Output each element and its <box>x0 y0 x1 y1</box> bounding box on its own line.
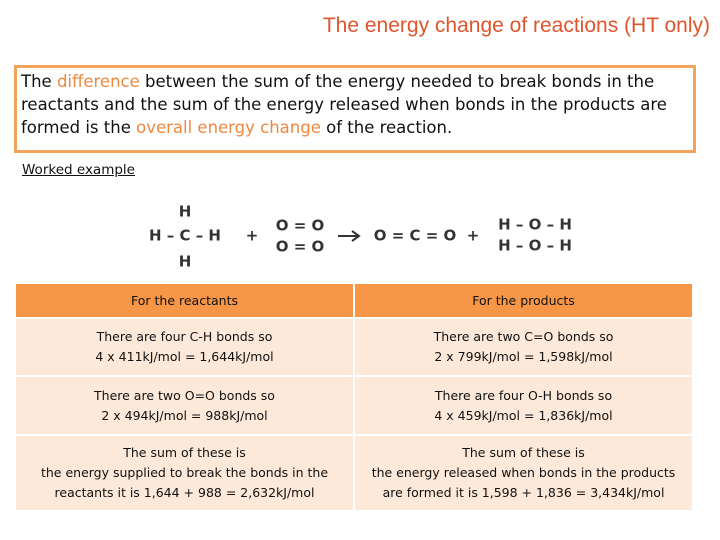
formula: O = O <box>276 217 325 235</box>
cell-line: The sum of these is <box>123 445 246 460</box>
table-cell: There are four C-H bonds so 4 x 411kJ/mol… <box>14 317 355 377</box>
table-cell: There are two O=O bonds so 2 x 494kJ/mol … <box>14 375 355 436</box>
title: The energy change of reactions (HT only) <box>322 14 710 37</box>
cell-line: 2 x 799kJ/mol = 1,598kJ/mol <box>434 349 613 364</box>
formula: H – O – H <box>498 237 572 255</box>
formula: H – C – H <box>149 227 221 245</box>
cell-line: 4 x 459kJ/mol = 1,836kJ/mol <box>434 407 613 423</box>
atom: H <box>179 203 192 221</box>
atom: H <box>179 253 192 271</box>
text: of the reaction. <box>320 118 453 137</box>
plus: + <box>467 227 480 245</box>
cell-line: are formed it is 1,598 + 1,836 = 3,434kJ… <box>382 485 665 500</box>
table-cell: The sum of these is the energy supplied t… <box>14 434 355 512</box>
cell-line: There are two O=O bonds so <box>94 387 275 403</box>
definition-box: The difference between the sum of the en… <box>14 65 696 153</box>
cell-line: The sum of these is <box>462 445 585 460</box>
table-cell: There are two C=O bonds so 2 x 799kJ/mol … <box>353 317 694 377</box>
plus: + <box>246 227 259 245</box>
header-row: For the reactants For the products <box>14 282 694 319</box>
table-row: There are two O=O bonds so 2 x 494kJ/mol … <box>14 375 694 436</box>
arrow-head <box>351 230 361 242</box>
cell-line: There are two C=O bonds so <box>433 329 614 344</box>
cell-line: the energy released when bonds in the pr… <box>371 465 676 480</box>
table-cell: The sum of these is the energy released w… <box>353 434 694 512</box>
worked-example-label: Worked example <box>22 162 135 178</box>
cell-line: the energy supplied to break the bonds i… <box>40 465 329 480</box>
formula: O = O <box>276 238 325 256</box>
formula: H – O – H <box>498 216 572 234</box>
energy-table: For the reactants For the products There… <box>14 282 694 512</box>
cell-line: reactants it is 1,644 + 988 = 2,632kJ/mo… <box>54 485 315 500</box>
cell-line: There are four O-H bonds so <box>434 387 613 403</box>
table-row: There are four C-H bonds so 4 x 411kJ/mol… <box>14 317 694 377</box>
highlight: difference <box>56 72 140 91</box>
header-cell: For the reactants <box>14 282 355 319</box>
text: The <box>21 72 57 91</box>
highlight: overall energy change <box>136 118 321 137</box>
cell-line: 4 x 411kJ/mol = 1,644kJ/mol <box>95 349 274 364</box>
table-cell: There are four O-H bonds so 4 x 459kJ/mol… <box>353 375 694 436</box>
table-row: The sum of these is the energy supplied t… <box>14 434 694 512</box>
formula: O = C = O <box>374 227 457 245</box>
header-cell: For the products <box>353 282 694 319</box>
cell-line: There are four C-H bonds so <box>96 329 273 344</box>
text: between the sum of the energy needed to … <box>21 72 667 137</box>
equation: H H – C – H H + O = O O = O O = C = O + … <box>149 203 572 271</box>
cell-line: 2 x 494kJ/mol = 988kJ/mol <box>101 407 268 423</box>
